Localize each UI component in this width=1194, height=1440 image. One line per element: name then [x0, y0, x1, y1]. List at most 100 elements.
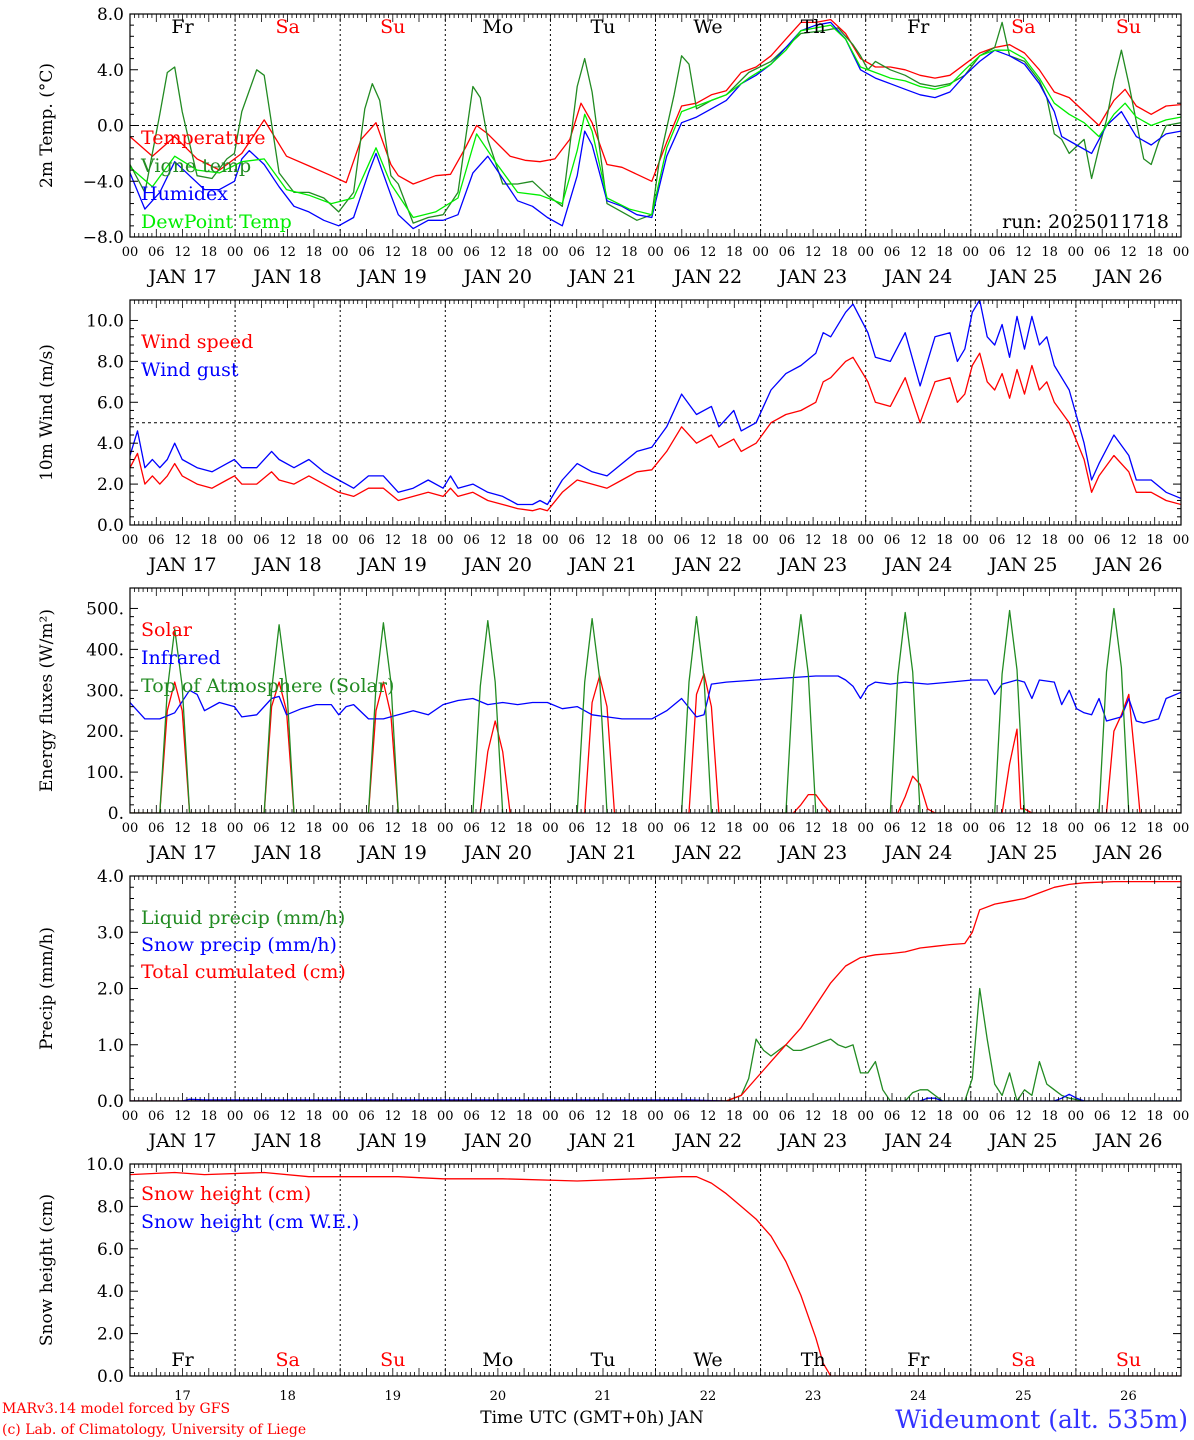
date-label: JAN 19: [357, 266, 427, 288]
hour-tick-label: 12: [279, 533, 296, 548]
weekday-label: We: [693, 1349, 722, 1371]
hour-tick-label: 00: [437, 245, 454, 260]
date-label: JAN 24: [882, 842, 952, 864]
weekday-label: We: [693, 16, 722, 38]
hour-tick-label: 00: [1068, 533, 1085, 548]
date-label: JAN 19: [357, 842, 427, 864]
hour-tick-label: 18: [516, 245, 533, 260]
y-tick-label: 8.0: [97, 352, 124, 372]
hour-tick-label: 06: [779, 1109, 796, 1124]
hour-tick-label: 00: [1068, 245, 1085, 260]
hour-tick-label: 18: [726, 533, 743, 548]
day-number-label: 21: [595, 1389, 612, 1404]
date-label: JAN 20: [462, 842, 532, 864]
date-label: JAN 20: [462, 266, 532, 288]
y-tick-label: 2.0: [97, 980, 124, 1000]
hour-tick-label: 12: [595, 245, 612, 260]
legend-entry: Snow height (cm W.E.): [141, 1211, 359, 1233]
y-tick-label: 10.0: [86, 1155, 124, 1175]
y-tick-label: 0.0: [97, 1092, 124, 1112]
hour-tick-label: 12: [910, 533, 927, 548]
day-number-label: 17: [174, 1389, 191, 1404]
hour-tick-label: 00: [1068, 821, 1085, 836]
day-number-label: 20: [490, 1389, 507, 1404]
hour-tick-label: 06: [1094, 1109, 1111, 1124]
hour-tick-label: 00: [1173, 533, 1190, 548]
hour-tick-label: 12: [1120, 533, 1137, 548]
y-tick-label: 2.0: [97, 1325, 124, 1345]
hour-tick-label: 18: [1041, 821, 1058, 836]
y-tick-label: 100.: [86, 763, 124, 783]
date-label: JAN 23: [777, 554, 847, 576]
model-credit: MARv3.14 model forced by GFS: [2, 1401, 230, 1417]
hour-tick-label: 12: [1015, 245, 1032, 260]
hour-tick-label: 12: [805, 1109, 822, 1124]
series-line-vigne-temp: [130, 21, 1181, 224]
day-number-label: 25: [1015, 1389, 1032, 1404]
hour-tick-label: 12: [279, 821, 296, 836]
series-line-wind-gust: [130, 300, 1181, 506]
hour-tick-label: 06: [989, 245, 1006, 260]
date-label: JAN 20: [462, 554, 532, 576]
legend-entry: Total cumulated (cm): [141, 961, 346, 983]
weekday-label: Mo: [482, 16, 513, 38]
hour-tick-label: 12: [490, 245, 507, 260]
legend-entry: Liquid precip (mm/h): [141, 907, 345, 929]
hour-tick-label: 06: [674, 1109, 691, 1124]
hour-tick-label: 00: [437, 533, 454, 548]
hour-tick-label: 00: [857, 245, 874, 260]
panel-3: 0. 100. 200. 300. 400. 500. Energy fluxes (W/m…: [37, 587, 1189, 864]
hour-tick-label: 06: [568, 533, 585, 548]
weekday-label: Tu: [590, 1349, 615, 1371]
date-label: JAN 17: [146, 554, 216, 576]
y-tick-label: 6.0: [97, 393, 124, 413]
date-label: JAN 21: [567, 554, 637, 576]
series-group: [130, 1171, 1181, 1376]
hour-tick-label: 00: [437, 1109, 454, 1124]
hour-tick-label: 00: [647, 245, 664, 260]
hour-tick-label: 06: [674, 533, 691, 548]
hour-tick-label: 18: [201, 533, 218, 548]
hour-tick-label: 12: [1015, 821, 1032, 836]
weekday-label: Sa: [275, 1349, 299, 1371]
hour-tick-label: 00: [857, 821, 874, 836]
hour-tick-label: 00: [963, 245, 980, 260]
hour-tick-label: 12: [910, 245, 927, 260]
x-ticks: [129, 1164, 1182, 1376]
hour-tick-label: 12: [700, 1109, 717, 1124]
hour-tick-label: 00: [227, 245, 244, 260]
series-line-wind-speed: [130, 352, 1181, 512]
day-number-label: 26: [1120, 1389, 1137, 1404]
y-tick-label: 8.0: [97, 5, 124, 25]
hour-tick-label: 06: [674, 245, 691, 260]
date-label: JAN 26: [1092, 266, 1162, 288]
weekday-label: Tu: [590, 16, 615, 38]
hour-tick-label: 06: [568, 245, 585, 260]
day-number-label: 18: [279, 1389, 296, 1404]
hour-tick-label: 12: [384, 533, 401, 548]
hour-tick-label: 06: [463, 245, 480, 260]
y-tick-label: 0.0: [97, 117, 124, 137]
x-ticks: [129, 876, 1182, 1101]
hour-tick-label: 12: [174, 533, 191, 548]
legend-entry: DewPoint Temp: [141, 211, 292, 233]
series-line-top-of-atmosphere-solar-: [130, 607, 1181, 813]
hour-tick-label: 18: [1146, 821, 1163, 836]
y-axis-label: 2m Temp. (°C): [37, 63, 57, 188]
hour-tick-label: 12: [700, 245, 717, 260]
hour-tick-label: 18: [1146, 533, 1163, 548]
date-label: JAN 18: [252, 554, 322, 576]
hour-tick-label: 18: [621, 821, 638, 836]
hour-tick-label: 06: [568, 1109, 585, 1124]
hour-tick-label: 18: [516, 821, 533, 836]
legend-entry: Vigne temp: [140, 155, 251, 177]
hour-tick-label: 18: [306, 821, 323, 836]
hour-tick-label: 06: [358, 245, 375, 260]
series-line-humidex: [130, 21, 1181, 230]
y-tick-label: 6.0: [97, 1240, 124, 1260]
hour-tick-label: 18: [831, 245, 848, 260]
legend-entry: Temperature: [141, 127, 265, 149]
hour-tick-label: 00: [122, 245, 139, 260]
date-label: JAN 22: [672, 554, 742, 576]
hour-tick-label: 06: [148, 1109, 165, 1124]
